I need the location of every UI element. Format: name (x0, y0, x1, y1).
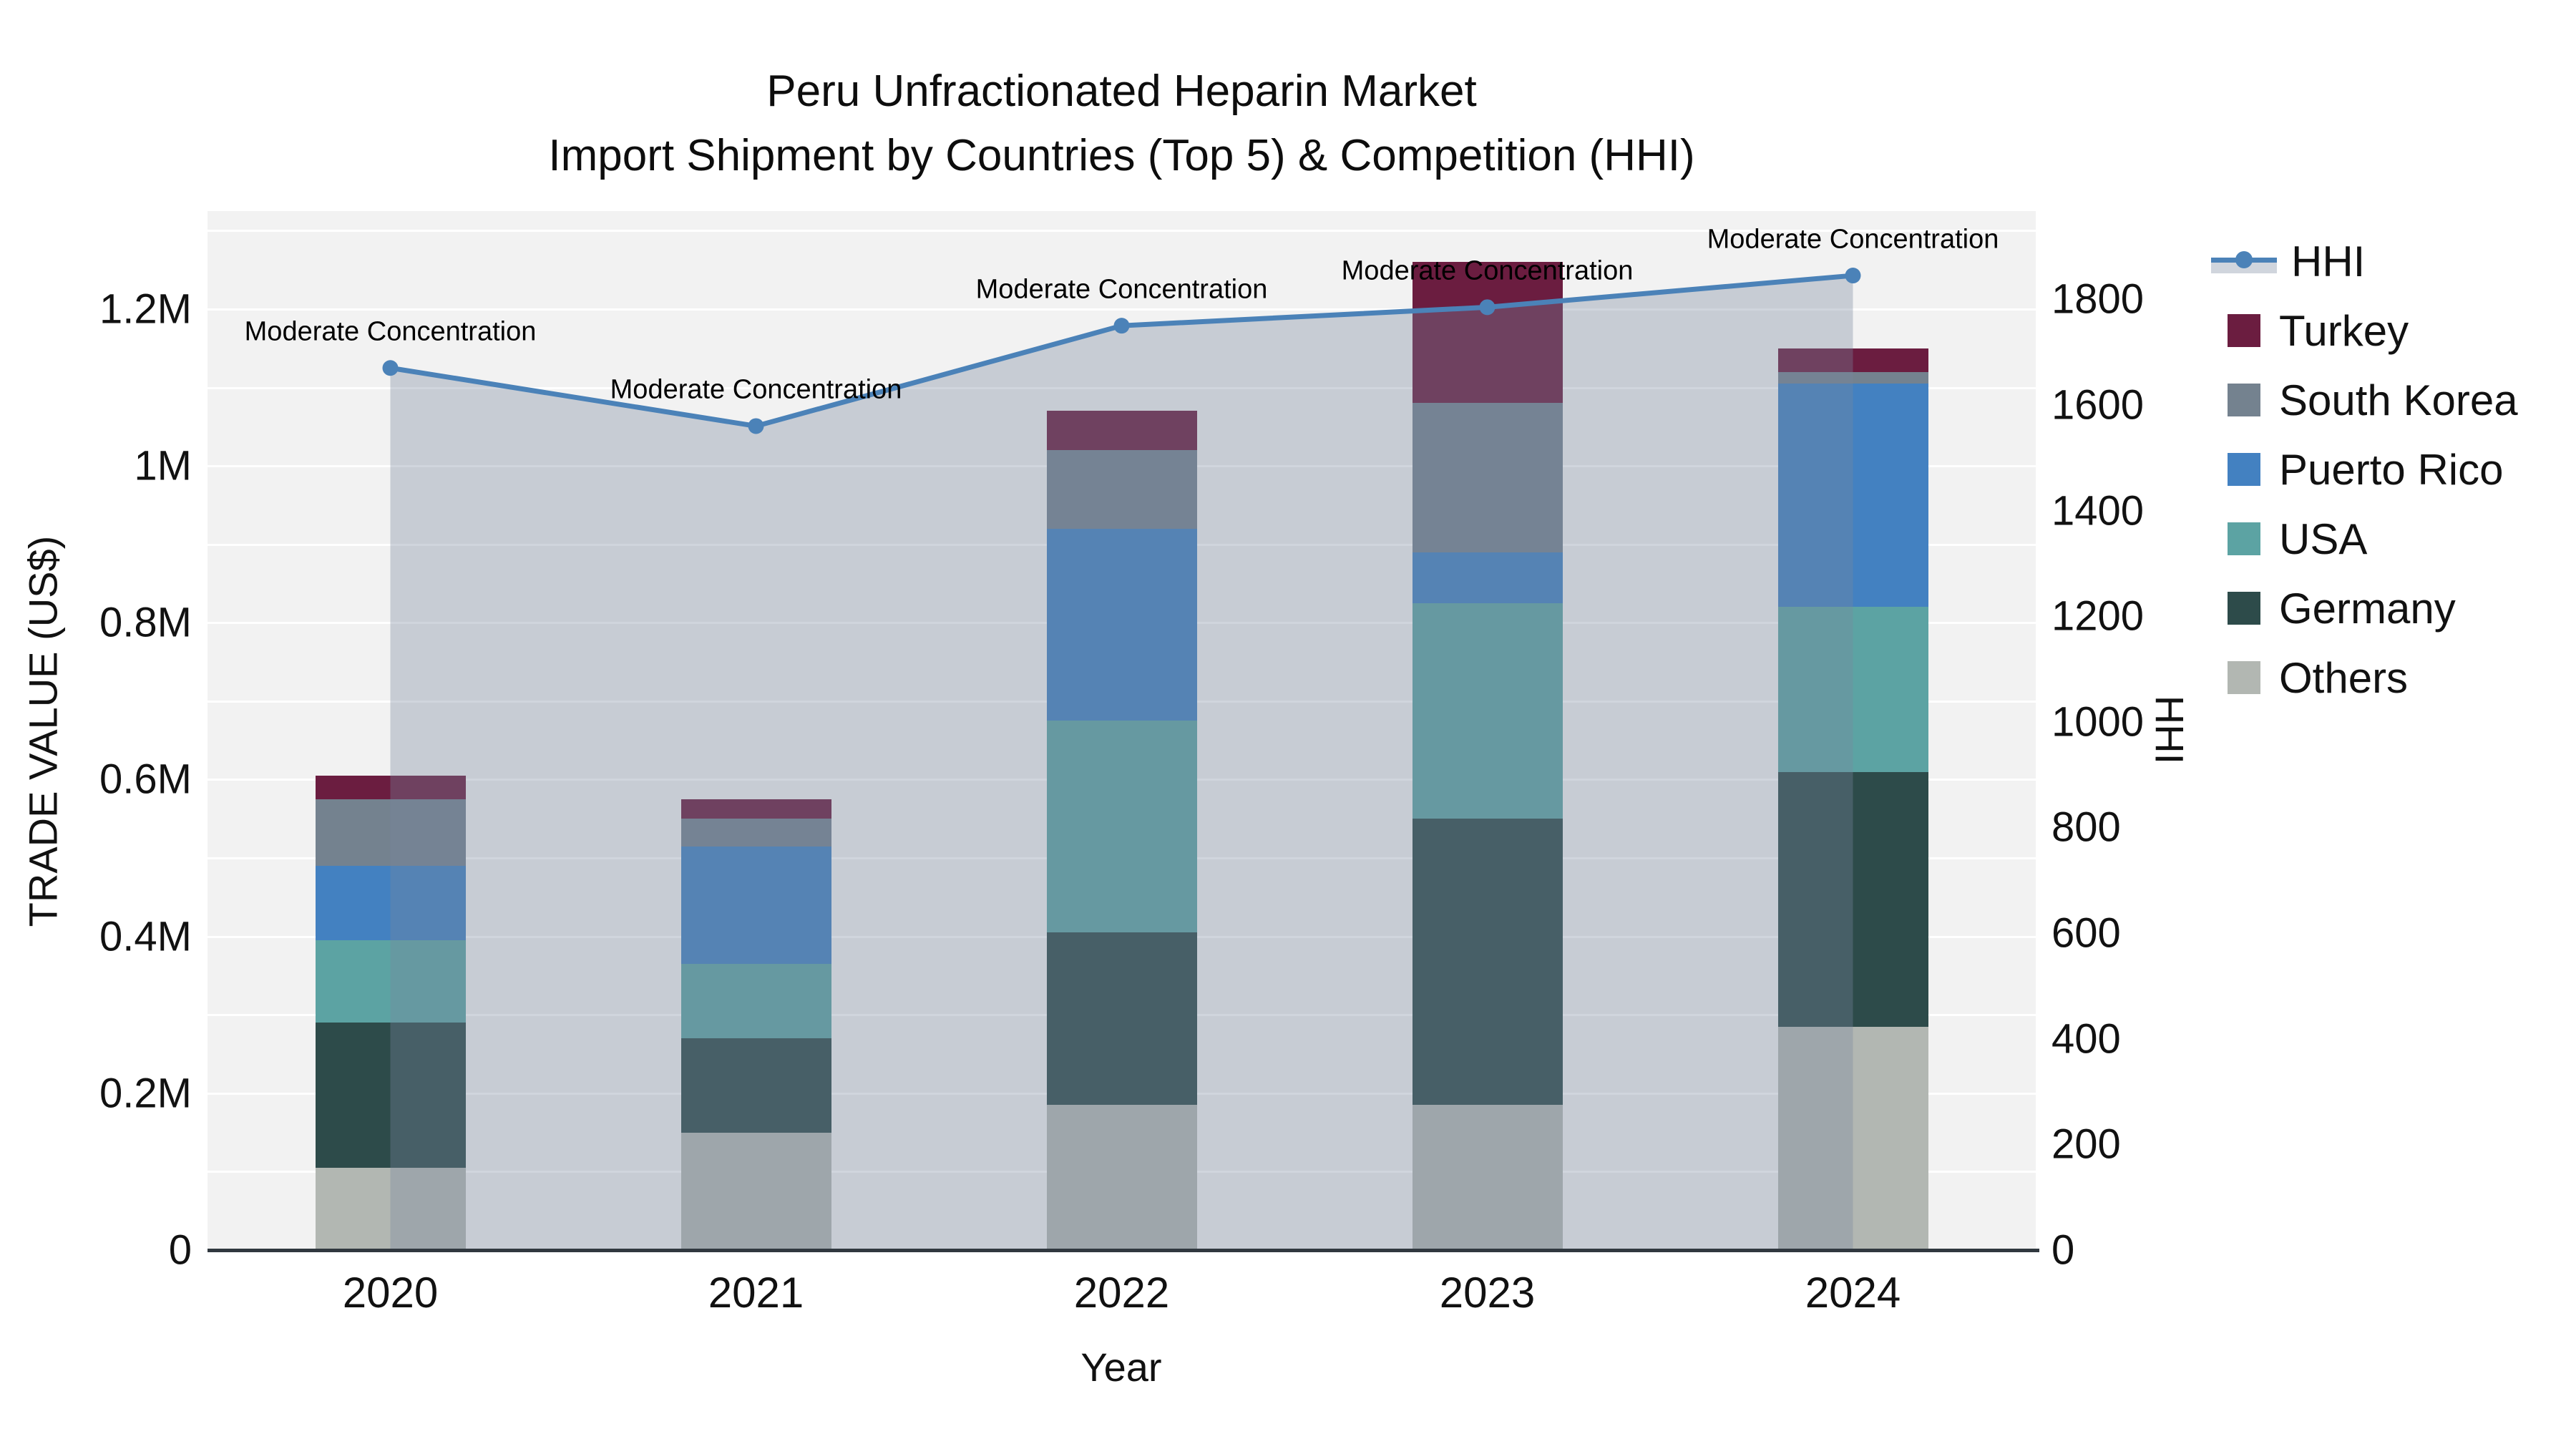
bar-2023-germany[interactable] (1412, 819, 1563, 1106)
x-axis-title: Year (1080, 1345, 1162, 1390)
bar-2022-others[interactable] (1046, 1105, 1197, 1250)
bar-2024-turkey[interactable] (1777, 348, 1928, 372)
legend-label: Turkey (2279, 306, 2409, 355)
bar-2024-germany[interactable] (1777, 771, 1928, 1027)
south-korea-swatch-icon (2228, 384, 2260, 416)
bar-2023-puerto-rico[interactable] (1412, 552, 1563, 603)
left-tick-1.2M: 1.2M (99, 286, 192, 333)
bar-2023-south-korea[interactable] (1412, 403, 1563, 552)
legend-label: USA (2279, 514, 2368, 563)
legend-label: South Korea (2279, 376, 2518, 424)
gridline (208, 230, 2036, 233)
hhi-marker-2020[interactable] (382, 360, 399, 376)
legend-label: HHI (2291, 237, 2366, 286)
annotation-2022: Moderate Concentration (975, 274, 1268, 305)
bar-2021-puerto-rico[interactable] (680, 846, 831, 964)
bar-2021-turkey[interactable] (680, 799, 831, 819)
bar-2024-others[interactable] (1777, 1026, 1928, 1250)
legend-item-hhi[interactable]: HHI (2211, 236, 2365, 286)
right-axis-title: HHI (2147, 695, 2192, 765)
legend-item-germany[interactable]: Germany (2211, 583, 2456, 633)
left-tick-0: 0 (168, 1226, 192, 1274)
right-tick-1400: 1400 (2051, 487, 2145, 535)
bar-2022-puerto-rico[interactable] (1046, 528, 1197, 721)
bar-2022-south-korea[interactable] (1046, 450, 1197, 529)
plot-area (208, 211, 2036, 1250)
x-tick-2022: 2022 (1073, 1269, 1170, 1317)
hhi-marker-2022[interactable] (1113, 318, 1130, 334)
bar-2024-usa[interactable] (1777, 607, 1928, 772)
right-tick-200: 200 (2051, 1121, 2121, 1168)
right-tick-1000: 1000 (2051, 698, 2145, 746)
bar-2021-others[interactable] (680, 1132, 831, 1250)
bar-2022-germany[interactable] (1046, 932, 1197, 1106)
bar-2023-others[interactable] (1412, 1105, 1563, 1250)
x-tick-2021: 2021 (708, 1269, 804, 1317)
legend-item-others[interactable]: Others (2211, 653, 2408, 703)
x-tick-2020: 2020 (342, 1269, 439, 1317)
x-tick-2024: 2024 (1805, 1269, 1901, 1317)
legend-label: Puerto Rico (2279, 445, 2504, 494)
bar-2020-south-korea[interactable] (315, 799, 466, 867)
bar-2020-usa[interactable] (315, 940, 466, 1023)
turkey-swatch-icon (2228, 314, 2260, 347)
germany-swatch-icon (2228, 592, 2260, 625)
right-tick-1600: 1600 (2051, 381, 2145, 429)
legend-item-south-korea[interactable]: South Korea (2211, 375, 2518, 425)
annotation-2023: Moderate Concentration (1341, 255, 1634, 286)
bar-2023-usa[interactable] (1412, 602, 1563, 819)
legend-label: Others (2279, 653, 2409, 702)
others-swatch-icon (2228, 661, 2260, 694)
right-tick-1200: 1200 (2051, 592, 2145, 640)
right-tick-400: 400 (2051, 1015, 2121, 1063)
hhi-marker-2021[interactable] (748, 418, 764, 434)
left-axis-title: TRADE VALUE (US$) (20, 535, 66, 927)
right-tick-0: 0 (2051, 1226, 2075, 1274)
annotation-2021: Moderate Concentration (610, 374, 902, 405)
bar-2021-south-korea[interactable] (680, 819, 831, 847)
legend-item-turkey[interactable]: Turkey (2211, 306, 2409, 356)
gridline (208, 386, 2036, 389)
left-tick-0.4M: 0.4M (99, 913, 192, 960)
bar-2022-usa[interactable] (1046, 721, 1197, 933)
legend-label: Germany (2279, 584, 2456, 633)
bar-2024-puerto-rico[interactable] (1777, 384, 1928, 608)
hhi-area-fill (390, 275, 1853, 1250)
legend-item-usa[interactable]: USA (2211, 514, 2367, 564)
x-tick-2023: 2023 (1439, 1269, 1536, 1317)
gridline (208, 308, 2036, 311)
chart-title-line1: Peru Unfractionated Heparin Market (766, 67, 1477, 116)
left-tick-0.8M: 0.8M (99, 599, 192, 646)
bar-2022-turkey[interactable] (1046, 411, 1197, 451)
hhi-marker-2023[interactable] (1479, 299, 1496, 316)
hhi-line-sample-icon (2211, 245, 2277, 278)
annotation-2024: Moderate Concentration (1707, 224, 1999, 255)
left-tick-0.2M: 0.2M (99, 1070, 192, 1117)
hhi-line-layer (382, 268, 1861, 1250)
bar-2020-puerto-rico[interactable] (315, 866, 466, 941)
left-tick-0.6M: 0.6M (99, 756, 192, 803)
bar-2020-germany[interactable] (315, 1023, 466, 1168)
right-tick-600: 600 (2051, 909, 2121, 957)
chart-title-line2: Import Shipment by Countries (Top 5) & C… (548, 131, 1695, 180)
x-axis-line (208, 1249, 2039, 1252)
hhi-marker-2024[interactable] (1845, 268, 1861, 284)
puerto-rico-swatch-icon (2228, 453, 2260, 486)
bar-2023-turkey[interactable] (1412, 262, 1563, 404)
left-tick-1M: 1M (134, 442, 192, 489)
bar-2021-germany[interactable] (680, 1038, 831, 1133)
bar-2021-usa[interactable] (680, 964, 831, 1039)
right-tick-1800: 1800 (2051, 275, 2145, 323)
bar-2020-others[interactable] (315, 1167, 466, 1250)
bar-2024-south-korea[interactable] (1777, 371, 1928, 384)
bar-2020-turkey[interactable] (315, 776, 466, 799)
right-tick-800: 800 (2051, 804, 2121, 851)
legend-item-puerto-rico[interactable]: Puerto Rico (2211, 444, 2503, 494)
usa-swatch-icon (2228, 522, 2260, 555)
annotation-2020: Moderate Concentration (244, 316, 537, 347)
